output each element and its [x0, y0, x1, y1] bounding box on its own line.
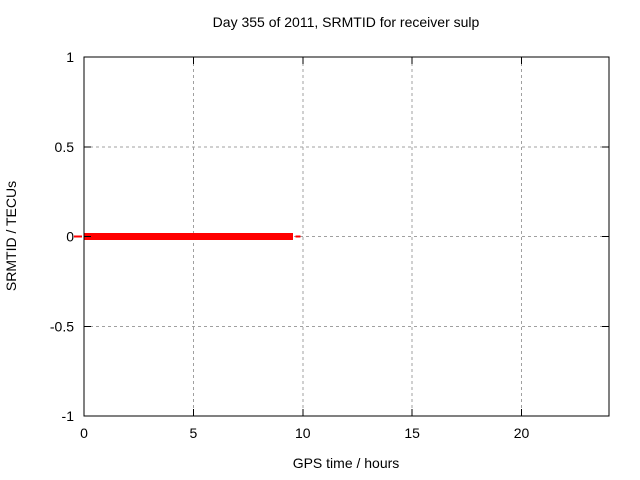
x-tick-label: 20: [514, 425, 530, 441]
y-tick-label: 0.5: [55, 139, 75, 155]
x-tick-label: 0: [80, 425, 88, 441]
chart-title: Day 355 of 2011, SRMTID for receiver sul…: [213, 14, 480, 30]
frame-layer: [83, 56, 610, 417]
tick-label-layer: 0 5 10 15 20 -1 -0.5 0 0.5 1: [50, 49, 530, 441]
y-axis-label: SRMTID / TECUs: [3, 181, 19, 291]
y-tick-label: -0.5: [50, 318, 74, 334]
y-tick-label: 1: [66, 49, 74, 65]
x-axis-label: GPS time / hours: [293, 455, 400, 471]
x-tick-label: 15: [404, 425, 420, 441]
y-tick-label: 0: [66, 229, 74, 245]
x-tick-label: 5: [189, 425, 197, 441]
x-tick-label: 10: [295, 425, 311, 441]
y-tick-label: -1: [62, 408, 75, 424]
